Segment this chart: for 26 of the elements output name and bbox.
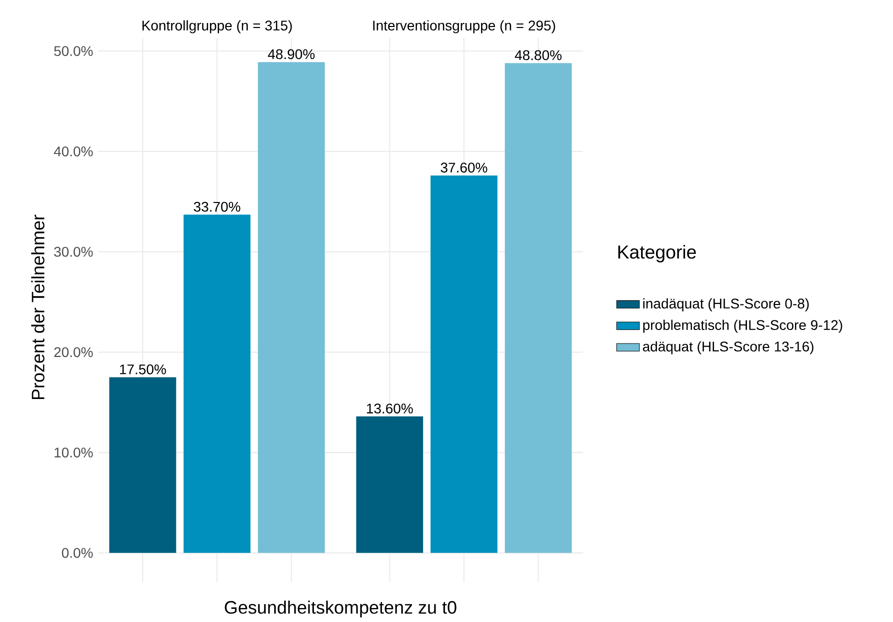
- data-label: 48.90%: [268, 49, 315, 60]
- data-label: 13.60%: [366, 404, 413, 414]
- y-tick-label: 0.0%: [62, 548, 93, 558]
- y-tick-label: 10.0%: [54, 448, 93, 458]
- legend-label: inadäquat (HLS-Score 0-8): [643, 298, 809, 312]
- bar: [430, 176, 498, 554]
- bar: [109, 377, 176, 554]
- x-axis-title: Gesundheitskompetenz zu t0: [224, 600, 456, 618]
- legend-label: adäquat (HLS-Score 13-16): [642, 341, 814, 354]
- y-tick-label: 40.0%: [54, 146, 93, 156]
- bar: [504, 63, 572, 554]
- bar: [184, 214, 250, 554]
- legend-title: Kategorie: [618, 245, 696, 262]
- y-tick-label: 30.0%: [54, 246, 93, 257]
- x-tick-label: Kontrollgruppe (n = 315): [142, 20, 292, 34]
- bar: [356, 416, 424, 554]
- data-label: 17.50%: [120, 364, 166, 374]
- legend-label: problematisch (HLS-Score 9-12): [643, 320, 842, 333]
- y-tick-label: 20.0%: [54, 347, 93, 358]
- data-label: 37.60%: [440, 162, 488, 173]
- y-tick-label: 50.0%: [54, 46, 93, 56]
- y-axis-title: Prozent der Teilnehmer: [31, 214, 44, 400]
- x-tick-label: Interventionsgruppe (n = 295): [373, 20, 556, 34]
- bar: [258, 62, 325, 554]
- data-label: 33.70%: [194, 202, 240, 212]
- data-label: 48.80%: [514, 50, 562, 60]
